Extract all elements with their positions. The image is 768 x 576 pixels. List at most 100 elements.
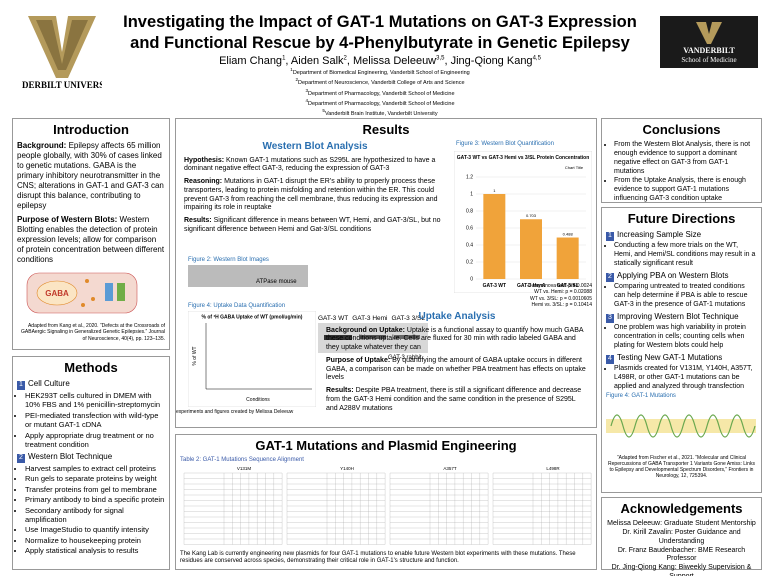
bullet: Normalize to housekeeping protein <box>25 536 165 545</box>
section-num: 4 <box>606 355 614 364</box>
acknowledgement: Dr. Kirill Zavalin: Poster Guidance and … <box>622 529 741 545</box>
author: Aiden Salk2, <box>290 55 353 67</box>
label: Reasoning: <box>184 178 223 185</box>
affiliation: 5Vanderbilt Brain Institute, Vanderbilt … <box>110 108 650 118</box>
label: Background: <box>17 141 67 151</box>
acknowledgements: Acknowledgements Melissa Deleeuw: Gradua… <box>601 497 762 576</box>
bullet: Harvest samples to extract cell proteins <box>25 464 165 473</box>
affiliation-text: Department of Neuroscience, Vanderbilt C… <box>298 80 465 87</box>
heading: Methods <box>64 360 118 375</box>
conclusions: Conclusions From the Western Blot Analys… <box>601 118 762 203</box>
author-name: Eliam Chang <box>219 55 283 67</box>
bar <box>483 194 506 279</box>
bullet: Primary antibody to bind a specific prot… <box>25 495 165 504</box>
heading: Introduction <box>53 122 129 137</box>
bullet: HEK293T cells cultured in DMEM with 10% … <box>25 391 165 410</box>
subheading: Uptake Analysis <box>418 311 496 322</box>
figure-gat1 <box>606 414 756 438</box>
affiliation-num: 4 <box>305 97 308 103</box>
stat: WT vs. 3/SL: p = 0.0010605 <box>529 295 592 302</box>
bullet: Transfer proteins from gel to membrane <box>25 485 165 494</box>
bullet: From the Uptake Analysis, there is enoug… <box>614 177 757 203</box>
bullet: Run gels to separate proteins by weight <box>25 474 165 483</box>
bullet: Plasmids created for V131M, Y140H, A357T… <box>614 365 757 391</box>
bullet: Comparing untreated to treated condition… <box>614 283 757 309</box>
table-header: A357T <box>443 466 457 471</box>
x-tick-label: GAT-3 Hemi <box>517 283 546 289</box>
data-label: 0.703 <box>526 213 537 218</box>
text: By quantifying the amount of GABA uptake… <box>326 356 586 382</box>
y-tick-label: 0.2 <box>466 260 473 266</box>
legend: Chart Title <box>565 165 584 170</box>
caption: Figure 3: Western Blot Quantification <box>456 141 554 147</box>
y-tick-label: 0.8 <box>466 209 473 215</box>
section-num: 3 <box>606 314 614 323</box>
logo-left: VANDERBILT UNIVERSITY <box>22 16 102 90</box>
caption: Table 2: GAT-1 Mutations Sequence Alignm… <box>180 457 304 464</box>
section-title: 4 Testing New GAT-1 Mutations <box>606 353 757 364</box>
bullet: Secondary antibody for signal amplificat… <box>25 506 165 525</box>
section-name: Applying PBA on Western Blots <box>617 271 729 281</box>
bullet: From the Western Blot Analysis, there is… <box>614 141 757 176</box>
author-sup: 3,5 <box>436 55 445 62</box>
logo-text: School of Medicine <box>681 56 737 64</box>
bullet-list: Comparing untreated to treated condition… <box>606 283 757 309</box>
author: Jing-Qiong Kang4,5 <box>451 55 541 67</box>
affiliation: 1Department of Biomedical Engineering, V… <box>110 67 650 77</box>
affiliation: 4Department of Pharmacology, Vanderbilt … <box>110 98 650 108</box>
blot-image <box>318 323 428 353</box>
bullet-list: Harvest samples to extract cell proteins… <box>17 464 165 555</box>
axis-label: Conditions <box>246 397 270 403</box>
stat: Hemi vs. 3/SL: p = 0.10414 <box>531 301 592 308</box>
figure-label: GABA <box>45 289 69 298</box>
stat: WT vs. Hemi: p = 0.02088 <box>534 289 592 296</box>
affiliation-num: 5 <box>322 108 325 113</box>
label: Results: <box>184 217 212 224</box>
affiliation-text: Department of Pharmacology, Vanderbilt S… <box>308 90 455 97</box>
author: Eliam Chang1, <box>219 55 291 67</box>
section-title: 1 Increasing Sample Size <box>606 230 757 241</box>
section-num: 1 <box>17 381 25 390</box>
author: Melissa Deleeuw3,5, <box>352 55 451 67</box>
y-tick-label: 0.4 <box>466 243 473 249</box>
bullet: One problem was high variability in prot… <box>614 324 757 350</box>
affiliations: 1Department of Biomedical Engineering, V… <box>110 67 650 118</box>
affiliation-num: 1 <box>290 67 293 72</box>
bar <box>520 219 542 279</box>
affiliation-num: 2 <box>295 77 298 83</box>
bullet: Conducting a few more trials on the WT, … <box>614 242 757 268</box>
logo-text: VANDERBILT UNIVERSITY <box>22 80 102 90</box>
affiliation: 2Department of Neuroscience, Vanderbilt … <box>110 77 650 87</box>
blot-image <box>188 265 308 287</box>
section-name: Testing New GAT-1 Mutations <box>617 353 723 363</box>
affiliation-num: 3 <box>305 87 308 93</box>
results: Results Western Blot Analysis Hypothesis… <box>175 118 597 428</box>
figure-3: GAT-3 WT vs GAT-3 Hemi vs 3/SL Protein C… <box>454 151 592 293</box>
figure-title: % of ³H GABA Uptake of WT (pmol/ug/min) <box>202 314 303 320</box>
text: Despite PBA treatment, there is still a … <box>326 387 582 412</box>
table-header: V131M <box>237 466 252 471</box>
section-name: Western Blot Technique <box>28 452 113 462</box>
acknowledgement: Dr. Franz Baudenbacher: BME Research Pro… <box>617 546 746 563</box>
section-num: 2 <box>17 454 25 463</box>
label: Hypothesis: <box>184 156 225 164</box>
acknowledgement: Dr. Jing-Qiong Kang: Biweekly Supervisio… <box>611 564 752 576</box>
affiliation: 3Department of Pharmacology, Vanderbilt … <box>110 88 650 98</box>
heading: Future Directions <box>627 211 736 226</box>
section-name: Increasing Sample Size <box>617 230 702 240</box>
text: Uptake is a functional assay to quantify… <box>326 326 584 352</box>
note: experiments and figures created by Melis… <box>176 409 294 415</box>
y-tick-label: 1 <box>470 192 473 198</box>
author-sup: 4,5 <box>532 55 541 62</box>
citation: “Adapted from Fischer et al., 2021. “Mol… <box>608 454 755 480</box>
x-tick-label: GAT-3 WT <box>483 283 507 289</box>
logo-text: VANDERBILT <box>683 46 735 55</box>
blot-label: ATPase mouse <box>256 279 297 285</box>
bullet-list: Conducting a few more trials on the WT, … <box>606 242 757 268</box>
author-name: Aiden Salk <box>290 55 344 67</box>
y-tick-label: 1.2 <box>466 175 473 181</box>
section-title: 2 Applying PBA on Western Blots <box>606 271 757 282</box>
label: Purpose of Uptake: <box>326 356 391 364</box>
